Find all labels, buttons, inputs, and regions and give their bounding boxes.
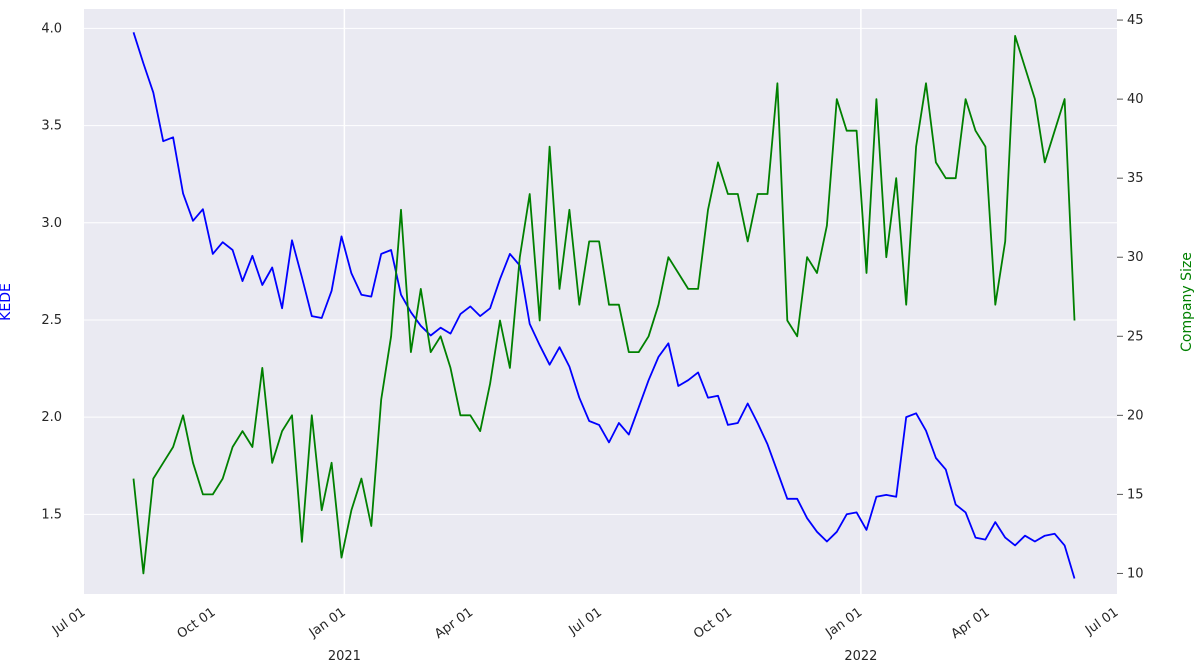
right-y-tick-label: 40 [1127, 92, 1144, 107]
left-y-tick-label: 4.0 [41, 21, 62, 36]
left-y-tick-label: 3.0 [41, 216, 62, 231]
right-y-tick-label: 30 [1127, 250, 1144, 265]
x-year-label: 2021 [328, 649, 361, 664]
x-tick-label: Jul 01 [566, 605, 605, 639]
right-y-tick-label: 25 [1127, 329, 1144, 344]
left-y-tick-label: 3.5 [41, 119, 62, 134]
x-tick-label: Jul 01 [49, 605, 88, 639]
left-axis-title: KEDE [0, 283, 14, 321]
series-lines [132, 32, 1076, 579]
right-y-tick-label: 45 [1127, 13, 1144, 28]
right-y-tick-label: 20 [1127, 408, 1144, 423]
right-y-axis: 10 15 20 25 30 35 40 45 [1117, 13, 1144, 581]
x-axis: Jul 01 Oct 01 Jan 01 Apr 01 Jul 01 Oct 01 Jan … [49, 605, 1121, 664]
right-y-tick-label: 10 [1127, 566, 1144, 581]
plot-background [84, 9, 1117, 594]
series-line-kede [132, 32, 1076, 579]
x-tick-label: Jan 01 [306, 605, 349, 641]
series-line-company-size [132, 35, 1076, 575]
x-year-label: 2022 [844, 649, 877, 664]
x-tick-label: Oct 01 [175, 605, 219, 642]
left-y-tick-label: 1.5 [41, 507, 62, 522]
x-tick-label: Apr 01 [949, 605, 993, 642]
left-y-axis: 1.5 2.0 2.5 3.0 3.5 4.0 [41, 21, 62, 522]
right-y-tick-label: 15 [1127, 487, 1144, 502]
x-tick-label: Jul 01 [1082, 605, 1121, 639]
left-y-tick-label: 2.0 [41, 410, 62, 425]
left-y-tick-label: 2.5 [41, 313, 62, 328]
right-axis-title: Company Size [1179, 252, 1195, 352]
x-tick-label: Jan 01 [822, 605, 865, 641]
x-tick-label: Apr 01 [432, 605, 476, 642]
x-tick-label: Oct 01 [691, 605, 735, 642]
right-y-tick-label: 35 [1127, 171, 1144, 186]
